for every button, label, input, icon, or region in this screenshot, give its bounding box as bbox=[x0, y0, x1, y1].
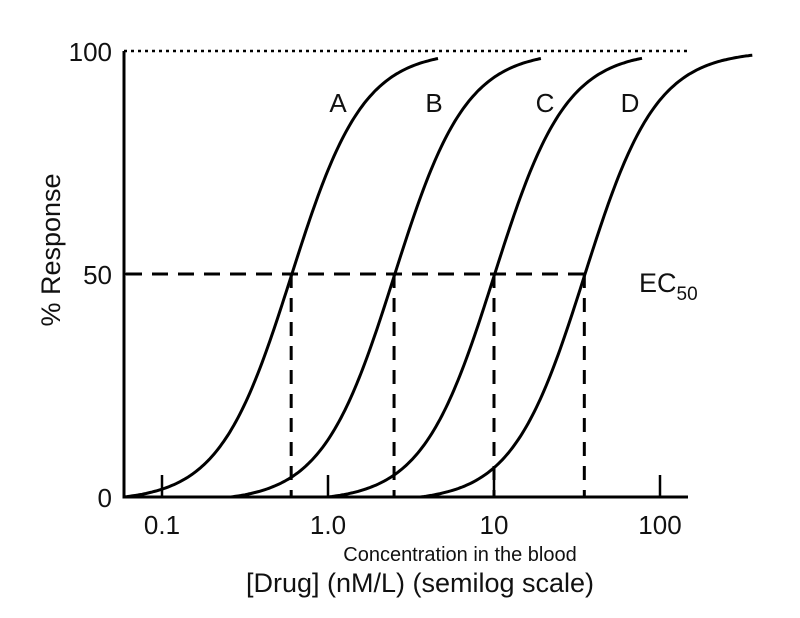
dose-response-curves bbox=[123, 53, 753, 499]
tick-labels: 0.1 1.0 10 100 0 50 100 bbox=[69, 37, 682, 540]
x-tick-label: 100 bbox=[638, 510, 681, 540]
x-axis-subtitle: Concentration in the blood bbox=[343, 544, 577, 566]
curve-d bbox=[420, 53, 753, 499]
x-tick-label: 10 bbox=[480, 510, 509, 540]
curve-b bbox=[230, 57, 542, 499]
x-tick-label: 1.0 bbox=[310, 510, 346, 540]
y-tick-label: 50 bbox=[83, 260, 112, 290]
curve-a bbox=[123, 57, 439, 499]
curve-label-b: B bbox=[425, 88, 442, 118]
ec50-label-main: EC bbox=[639, 268, 677, 298]
y-axis-title: % Response bbox=[36, 173, 66, 326]
y-tick-label: 0 bbox=[98, 483, 112, 513]
x-axis-title: [Drug] (nM/L) (semilog scale) bbox=[246, 568, 594, 598]
axes bbox=[122, 51, 688, 499]
x-tick-label: 0.1 bbox=[144, 510, 180, 540]
curve-label-d: D bbox=[621, 88, 640, 118]
curve-label-c: C bbox=[536, 88, 555, 118]
ec50-label: EC50 bbox=[639, 268, 698, 305]
curve-c bbox=[327, 56, 643, 499]
reference-lines bbox=[124, 49, 690, 497]
curve-labels: A B C D bbox=[329, 88, 639, 118]
ec50-label-sub: 50 bbox=[677, 284, 698, 305]
curve-label-a: A bbox=[329, 88, 347, 118]
y-tick-label: 100 bbox=[69, 37, 112, 67]
